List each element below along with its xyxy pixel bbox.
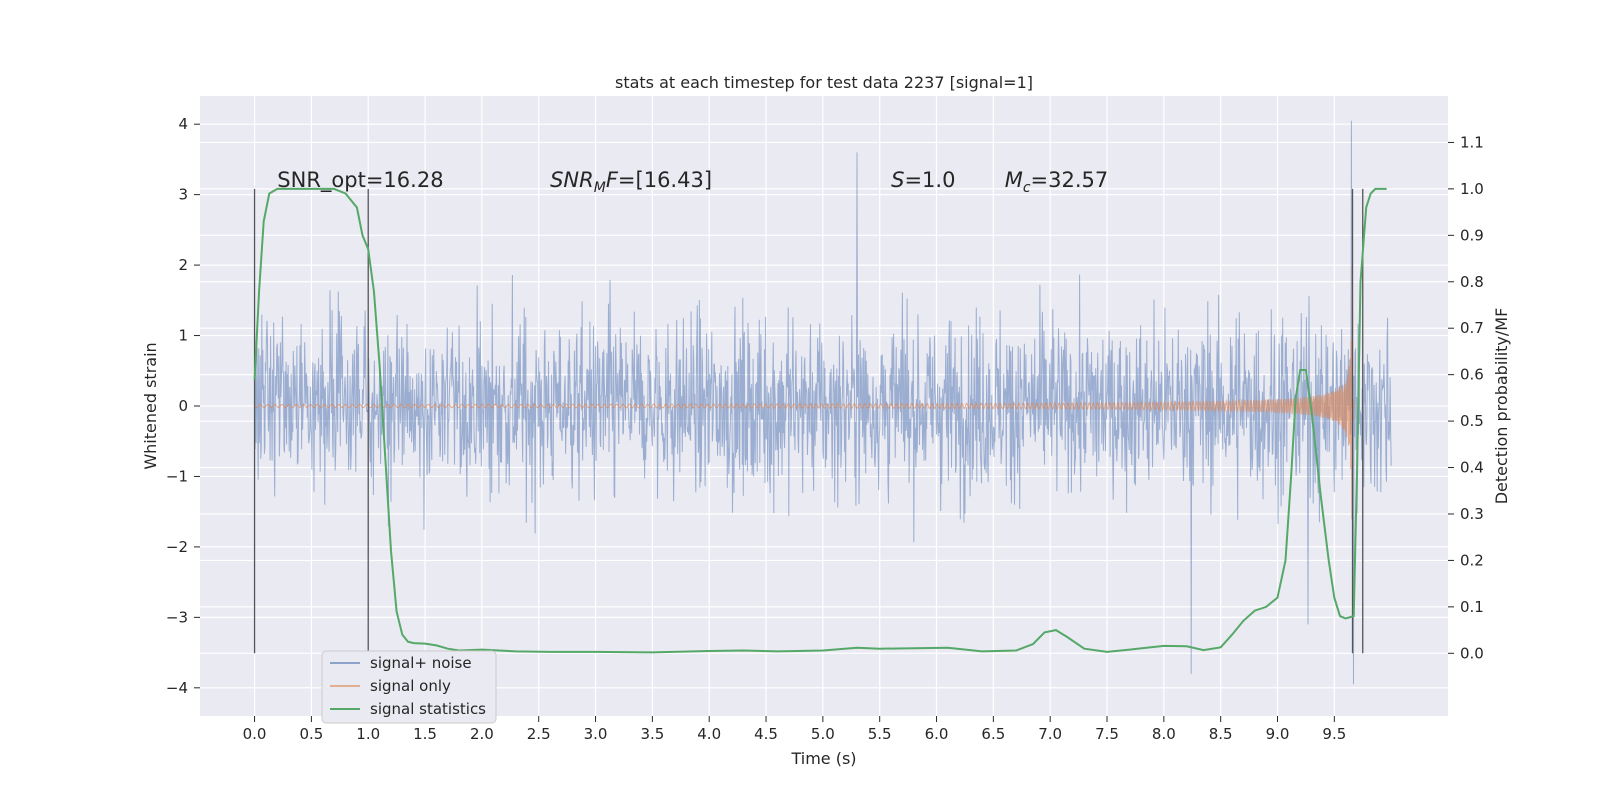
y2-tick-label: 0.3	[1460, 505, 1484, 523]
x-tick-label: 5.0	[811, 725, 835, 743]
y2-tick-label: 0.1	[1460, 598, 1484, 616]
x-tick-label: 9.0	[1266, 725, 1290, 743]
x-tick-label: 1.5	[413, 725, 437, 743]
y-tick-label: 1	[178, 327, 188, 345]
legend-item-signal: signal only	[330, 677, 451, 695]
y-tick-label: 0	[178, 397, 188, 415]
x-tick-label: 0.5	[299, 725, 323, 743]
y2-tick-label: 0.7	[1460, 319, 1484, 337]
y-tick-label: −1	[166, 467, 188, 485]
signal-line	[254, 266, 1356, 520]
y2-tick-label: 1.1	[1460, 133, 1484, 151]
signal-series	[254, 266, 1356, 520]
y-tick-label: 3	[178, 186, 188, 204]
y2-tick-label: 0.4	[1460, 459, 1484, 477]
x-tick-label: 4.5	[754, 725, 778, 743]
annotations: SNR_opt=16.28 SNRMF=[16.43] S=1.0 Mc=32.…	[277, 168, 1108, 196]
y-tick-label: 2	[178, 256, 188, 274]
x-tick-label: 2.0	[470, 725, 494, 743]
legend-item-noise: signal+ noise	[330, 654, 472, 672]
x-axis-label: Time (s)	[790, 749, 856, 768]
legend: signal+ noise signal only signal statist…	[321, 650, 497, 724]
y2-tick-label: 0.6	[1460, 366, 1484, 384]
noise-series	[254, 120, 1392, 685]
y-tick-label: −3	[166, 608, 188, 626]
x-tick-label: 2.5	[527, 725, 551, 743]
y2-tick-label: 1.0	[1460, 180, 1484, 198]
detection-markers	[253, 188, 1364, 654]
y2-axis-label: Detection probability/MF	[1492, 308, 1511, 505]
x-tick-label: 6.5	[981, 725, 1005, 743]
y-tick-label: −2	[166, 538, 188, 556]
y-axis-right: 1.1 1.0 0.9 0.8 0.7 0.6 0.5 0.4 0.3 0.2 0.1 0.0	[1448, 133, 1484, 662]
x-tick-label: 4.0	[697, 725, 721, 743]
x-tick-label: 5.5	[868, 725, 892, 743]
x-tick-label: 0.0	[243, 725, 267, 743]
legend-label-stats: signal statistics	[370, 700, 486, 718]
x-tick-label: 3.5	[640, 725, 664, 743]
stats-line	[253, 187, 1387, 654]
annotation-snr-mf: SNRMF=[16.43]	[550, 168, 712, 196]
stats-series	[253, 187, 1387, 654]
x-tick-label: 1.0	[356, 725, 380, 743]
noise-line	[254, 120, 1392, 685]
x-tick-label: 9.5	[1322, 725, 1346, 743]
y2-tick-label: 0.5	[1460, 412, 1484, 430]
y-tick-label: 4	[178, 115, 188, 133]
y2-tick-label: 0.8	[1460, 273, 1484, 291]
annotation-s: S=1.0	[891, 168, 955, 192]
legend-item-stats: signal statistics	[330, 700, 486, 718]
legend-label-signal: signal only	[370, 677, 451, 695]
y-axis-left: 4 3 2 1 0 −1 −2 −3 −4	[166, 115, 200, 697]
legend-box	[321, 650, 497, 724]
annotation-snr-opt: SNR_opt=16.28	[277, 168, 443, 193]
x-tick-label: 6.0	[925, 725, 949, 743]
chart-title: stats at each timestep for test data 223…	[615, 73, 1033, 92]
annotation-mc: Mc=32.57	[1005, 168, 1109, 196]
legend-label-noise: signal+ noise	[370, 654, 472, 672]
x-axis: 0.0 0.5 1.0 1.5 2.0 2.5 3.0 3.5 4.0 4.5 5.0 5.5 6.0 6…	[243, 716, 1346, 743]
x-tick-label: 7.0	[1038, 725, 1062, 743]
y-axis-label: Whitened strain	[141, 342, 160, 469]
x-tick-label: 8.5	[1209, 725, 1233, 743]
y2-tick-label: 0.9	[1460, 226, 1484, 244]
x-tick-label: 3.0	[584, 725, 608, 743]
y2-tick-label: 0.2	[1460, 551, 1484, 569]
y2-tick-label: 0.0	[1460, 644, 1484, 662]
x-tick-label: 7.5	[1095, 725, 1119, 743]
y-tick-label: −4	[166, 679, 188, 697]
x-tick-label: 8.0	[1152, 725, 1176, 743]
